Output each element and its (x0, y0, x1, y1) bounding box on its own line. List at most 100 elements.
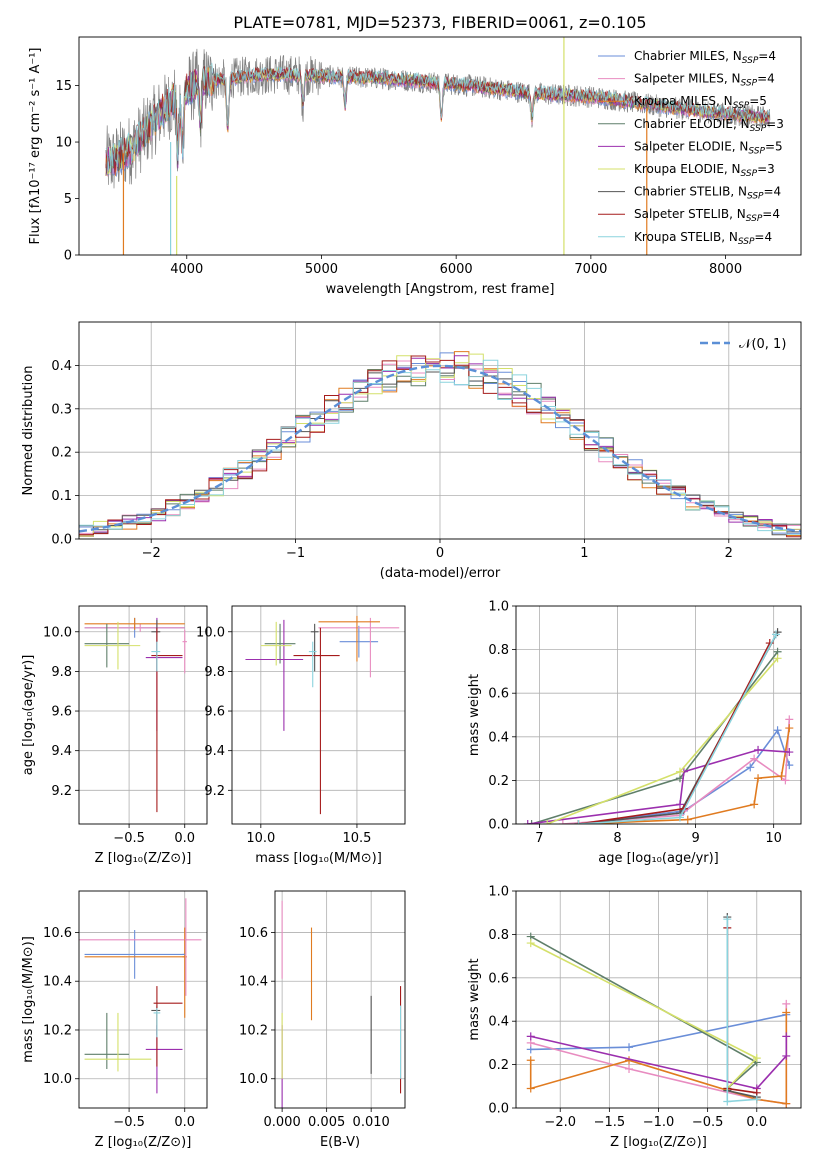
y-tick-label: 0.6 (488, 971, 509, 986)
weight-marker (526, 1084, 535, 1093)
y-tick-label: 10.6 (239, 926, 268, 941)
weight-marker (777, 772, 786, 781)
legend-label: Salpeter STELIB, NSSP=4 (634, 207, 780, 224)
weight-marker (750, 754, 759, 763)
x-axis-label: (data-model)/error (380, 566, 501, 581)
weight-marker (558, 820, 567, 824)
weight-marker (782, 1051, 791, 1060)
weight-marker (625, 1064, 634, 1073)
weight-marker (752, 1054, 761, 1063)
y-tick-label: 0.2 (488, 1058, 509, 1073)
weight-marker (781, 776, 790, 785)
y-tick-label: 0.1 (51, 489, 72, 504)
y-tick-label: 0.0 (51, 533, 72, 548)
legend-label: Chabrier ELODIE, NSSP=3 (634, 117, 784, 134)
y-axis-label: mass [log₁₀(M/M⊙)] (21, 936, 36, 1063)
weight-marker (752, 1095, 761, 1104)
plot-area (79, 891, 207, 1108)
axes-frame (78, 36, 802, 256)
weight-marker (723, 915, 732, 924)
legend-label: Chabrier MILES, NSSP=4 (634, 49, 776, 66)
x-tick-label: 5000 (305, 262, 338, 277)
x-tick-label: −0.5 (692, 1115, 724, 1130)
weight-line (578, 727, 791, 824)
x-tick-label: 0.0 (174, 1115, 195, 1130)
y-tick-label: 10.0 (196, 625, 225, 640)
weight-marker (723, 1097, 732, 1106)
y-tick-label: 10.0 (239, 1072, 268, 1087)
y-axis-label: age [log₁₀(age/yr)] (21, 655, 36, 776)
y-tick-label: 0.4 (488, 1015, 509, 1030)
spectrum-model-line (105, 65, 770, 173)
x-axis-label: Z [log₁₀(Z/Z⊙)] (95, 1135, 192, 1150)
spectrum-legend: Chabrier MILES, NSSP=4 Salpeter MILES, NS… (598, 49, 784, 247)
axes-frame (274, 890, 406, 1109)
weight-line (530, 1035, 788, 1090)
y-tick-label: 10 (55, 136, 72, 151)
weight-marker (574, 820, 583, 824)
weight-marker (526, 1032, 535, 1041)
x-tick-label: −0.5 (113, 831, 145, 846)
weight-marker (750, 800, 759, 809)
x-tick-label: 4000 (170, 262, 203, 277)
x-tick-label: 0.005 (308, 1115, 345, 1130)
x-axis-label: Z [log₁₀(Z/Z⊙)] (95, 851, 192, 866)
weight-marker (782, 1032, 791, 1041)
y-tick-label: 0 (64, 249, 72, 264)
y-tick-label: 10.2 (239, 1023, 268, 1038)
weight-marker (543, 820, 552, 824)
y-tick-label: 9.6 (51, 705, 72, 720)
axes-frame (78, 321, 802, 540)
y-tick-label: 0.6 (488, 687, 509, 702)
y-axis-label: Normed distribution (21, 366, 36, 496)
x-axis-label: Z [log₁₀(Z/Z⊙)] (610, 1135, 707, 1150)
y-tick-label: 0.8 (488, 643, 509, 658)
legend-label: Kroupa MILES, NSSP=5 (634, 94, 767, 111)
x-tick-label: −2.0 (544, 1115, 576, 1130)
weight-marker (523, 820, 532, 824)
weight-marker (782, 1008, 791, 1017)
weight-marker (785, 748, 794, 757)
x-tick-label: −1.5 (594, 1115, 626, 1130)
weight-marker (782, 999, 791, 1008)
x-tick-label: −0.5 (113, 1115, 145, 1130)
y-tick-label: 0.2 (488, 774, 509, 789)
weight-marker (675, 800, 684, 809)
legend-label: Salpeter ELODIE, NSSP=5 (634, 139, 783, 156)
plot-area (516, 891, 801, 1108)
x-axis-label: mass [log₁₀(M/M⊙)] (255, 851, 382, 866)
y-tick-label: 9.8 (51, 665, 72, 680)
weight-marker (773, 654, 782, 663)
x-tick-label: 10.5 (342, 831, 371, 846)
x-tick-label: 1 (580, 546, 588, 561)
x-tick-label: 0.000 (264, 1115, 301, 1130)
weight-marker (675, 767, 684, 776)
y-tick-label: 9.6 (204, 705, 225, 720)
plot-area (232, 606, 405, 824)
weight-marker (526, 1056, 535, 1065)
y-tick-label: 10.6 (43, 926, 72, 941)
x-tick-label: −1 (286, 546, 305, 561)
panel-mass_vs_ebv: 0.000 0.005 0.010 10.0 10.2 10.4 10.6 E(B-V) (239, 890, 406, 1150)
axes-frame (78, 605, 208, 825)
panel-age_vs_Z: −0.5 0.0 9.2 9.4 9.6 9.8 10.0 Z [log₁₀(Z/Z⊙)] ag… (21, 605, 208, 866)
panel-spectrum: 4000 5000 6000 7000 8000 0 5 10 15 wavelength [An… (28, 36, 802, 297)
x-axis-label: E(B-V) (320, 1135, 360, 1150)
legend-label: Salpeter MILES, NSSP=4 (634, 72, 775, 89)
y-tick-label: 15 (55, 79, 72, 94)
axes-frame (515, 605, 802, 825)
x-tick-label: −2 (142, 546, 161, 561)
y-tick-label: 9.2 (51, 784, 72, 799)
weight-marker (625, 1043, 634, 1052)
y-tick-label: 0.0 (488, 818, 509, 833)
axes-frame (78, 890, 208, 1109)
x-tick-label: 6000 (440, 262, 473, 277)
x-tick-label: −1.0 (643, 1115, 675, 1130)
y-tick-label: 0.4 (488, 730, 509, 745)
weight-marker (785, 724, 794, 733)
y-tick-label: 10.4 (43, 975, 72, 990)
weight-marker (754, 745, 763, 754)
panel-age_vs_mass: 10.0 10.5 9.2 9.4 9.6 9.8 10.0 mass [log₁₀(M/M⊙… (196, 605, 406, 866)
x-axis-label: wavelength [Angstrom, rest frame] (326, 282, 555, 297)
y-tick-label: 9.4 (51, 744, 72, 759)
